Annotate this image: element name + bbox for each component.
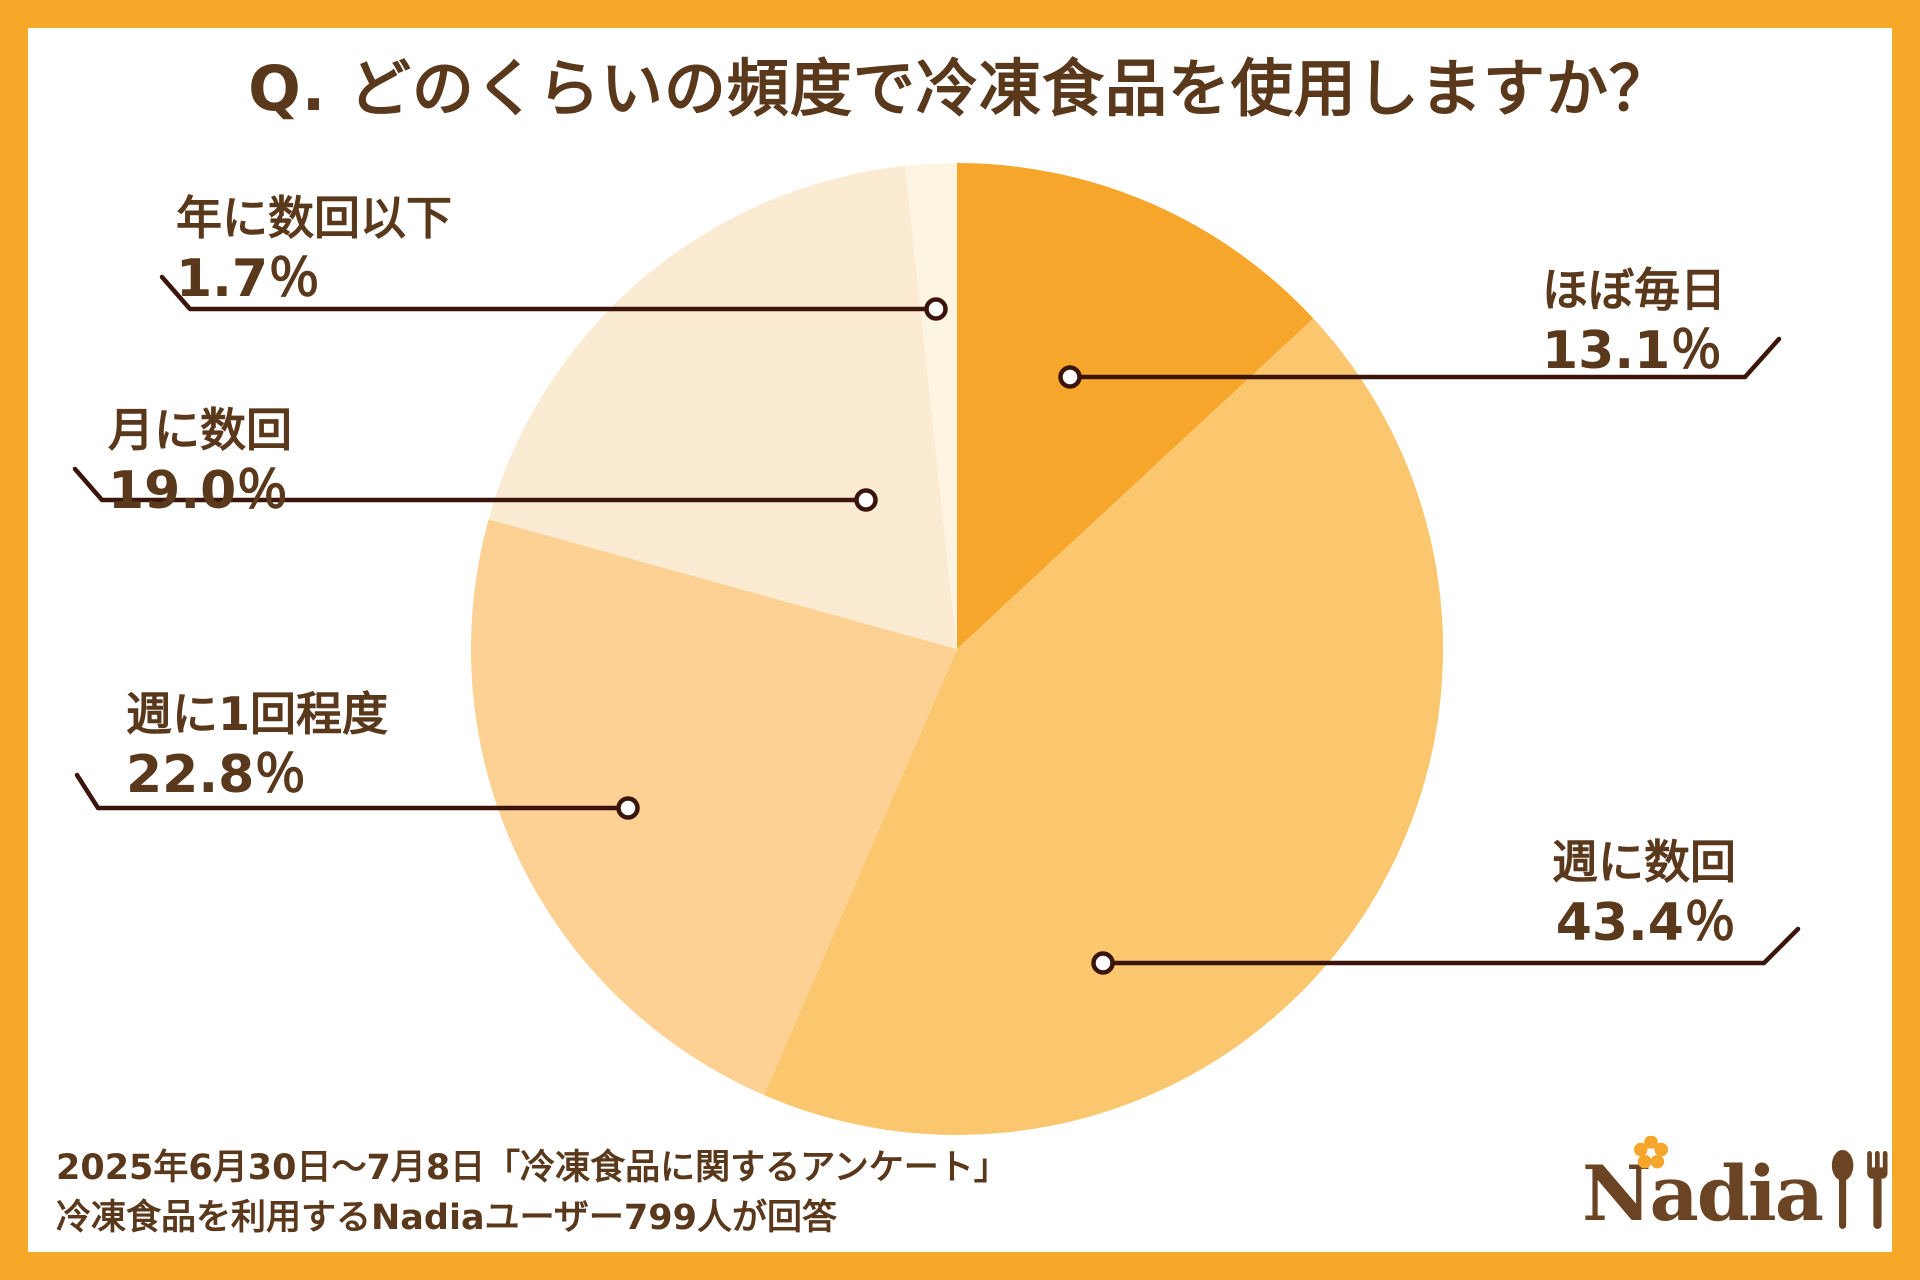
label-few-times-a-week-pct: 43.4％	[1555, 893, 1736, 954]
survey-note-line1: 2025年6月30日〜7月8日「冷凍食品に関するアンケート」	[56, 1148, 1009, 1188]
leader-lines	[72, 274, 1801, 975]
leader-line-0	[1067, 336, 1782, 380]
label-few-times-a-week-name: 週に数回	[1552, 835, 1736, 889]
label-few-times-a-month: 月に数回 19.0％	[108, 402, 292, 524]
pie-slice-2	[470, 519, 957, 1095]
label-few-times-a-year-name: 年に数回以下	[176, 191, 452, 245]
label-few-times-a-month-pct: 19.0％	[108, 461, 289, 522]
label-almost-daily-pct: 13.1％	[1542, 321, 1723, 382]
label-few-times-a-month-name: 月に数回	[108, 403, 292, 457]
label-almost-daily-name: ほぼ毎日	[1542, 263, 1726, 317]
nadia-logo: Nadia	[1582, 1136, 1888, 1238]
leader-line-1	[1100, 926, 1801, 966]
pie-slice-4	[905, 163, 957, 649]
leader-dot-3	[854, 488, 878, 512]
label-almost-daily: ほぼ毎日 13.1％	[1542, 262, 1726, 384]
label-once-a-week: 週に1回程度 22.8％	[126, 686, 388, 808]
label-few-times-a-year: 年に数回以下 1.7％	[176, 190, 452, 312]
leader-line-2	[74, 772, 631, 811]
pie-slice-1	[764, 318, 1444, 1135]
survey-note-line2: 冷凍食品を利用するNadiaユーザー799人が回答	[56, 1197, 837, 1238]
pie-slices	[470, 162, 1444, 1135]
label-once-a-week-name: 週に1回程度	[126, 687, 389, 741]
leader-dot-1	[1091, 951, 1115, 975]
nadia-logo-text: Nadia	[1582, 1149, 1824, 1238]
label-few-times-a-week: 週に数回 43.4％	[1552, 834, 1736, 956]
leader-dot-2	[616, 796, 640, 820]
leader-dot-0	[1058, 365, 1082, 389]
label-once-a-week-pct: 22.8％	[126, 745, 307, 806]
leader-line-3	[72, 466, 869, 503]
flower-icon	[1634, 1136, 1668, 1169]
pie-slice-3	[488, 165, 957, 650]
leader-line-4	[159, 274, 939, 312]
label-few-times-a-year-pct: 1.7％	[176, 249, 321, 310]
spoon-fork-icon	[1831, 1150, 1888, 1229]
chart-title: Q. どのくらいの頻度で冷凍食品を使用しますか？	[248, 52, 1672, 125]
survey-note: 2025年6月30日〜7月8日「冷凍食品に関するアンケート」 冷凍食品を利用する…	[56, 1144, 1009, 1243]
leader-dot-4	[924, 297, 948, 321]
pie-slice-0	[957, 162, 1314, 649]
